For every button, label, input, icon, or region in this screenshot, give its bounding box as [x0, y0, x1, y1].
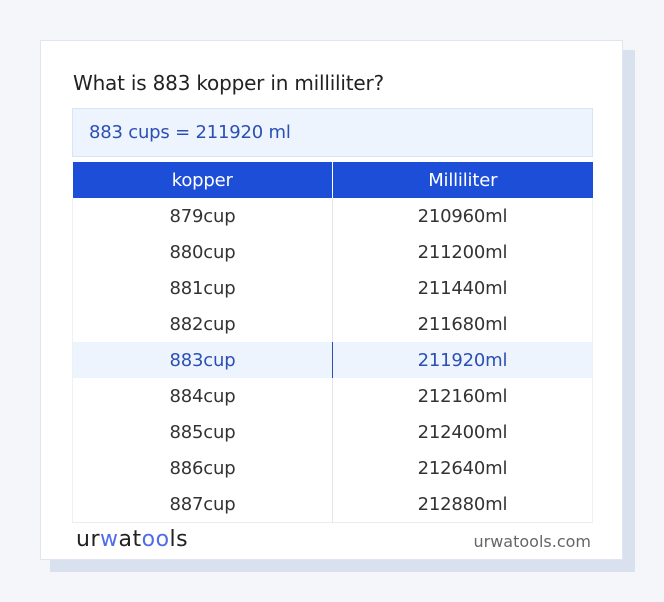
logo-text: ls: [169, 527, 189, 552]
column-header-kopper: kopper: [72, 162, 333, 198]
table-row: 882cup 211680ml: [72, 306, 593, 342]
table-row: 885cup 212400ml: [72, 414, 593, 450]
page-title: What is 883 kopper in milliliter?: [73, 71, 384, 95]
table-row: 879cup 210960ml: [72, 198, 593, 234]
logo-text: at: [118, 527, 142, 552]
conversion-table: kopper Milliliter 879cup 210960ml 880cup 2…: [72, 162, 593, 523]
cell-ml: 211920ml: [332, 342, 593, 378]
table-row: 880cup 211200ml: [72, 234, 593, 270]
table-row: 887cup 212880ml: [72, 486, 593, 523]
logo-infinity-icon: oo: [141, 527, 170, 552]
cell-cups: 882cup: [72, 306, 333, 342]
cell-ml: 212880ml: [332, 486, 593, 523]
cell-cups: 887cup: [72, 486, 333, 523]
cell-cups: 883cup: [72, 342, 333, 378]
table-row-highlighted: 883cup 211920ml: [72, 342, 593, 378]
conversion-card: What is 883 kopper in milliliter? 883 cu…: [40, 40, 623, 560]
cell-cups: 881cup: [72, 270, 333, 306]
urwatools-logo: urwatools: [76, 527, 188, 552]
conversion-result: 883 cups = 211920 ml: [72, 108, 593, 157]
cell-ml: 211200ml: [332, 234, 593, 270]
cell-ml: 210960ml: [332, 198, 593, 234]
cell-cups: 885cup: [72, 414, 333, 450]
table-row: 881cup 211440ml: [72, 270, 593, 306]
cell-ml: 212640ml: [332, 450, 593, 486]
site-url: urwatools.com: [473, 532, 592, 551]
cell-cups: 880cup: [72, 234, 333, 270]
cell-ml: 211440ml: [332, 270, 593, 306]
cell-cups: 886cup: [72, 450, 333, 486]
column-header-milliliter: Milliliter: [332, 162, 593, 198]
cell-cups: 884cup: [72, 378, 333, 414]
logo-text-accent: w: [100, 527, 119, 552]
cell-ml: 211680ml: [332, 306, 593, 342]
cell-ml: 212400ml: [332, 414, 593, 450]
table-header-row: kopper Milliliter: [72, 162, 593, 198]
cell-cups: 879cup: [72, 198, 333, 234]
cell-ml: 212160ml: [332, 378, 593, 414]
logo-text: ur: [76, 527, 100, 552]
table-row: 886cup 212640ml: [72, 450, 593, 486]
table-row: 884cup 212160ml: [72, 378, 593, 414]
